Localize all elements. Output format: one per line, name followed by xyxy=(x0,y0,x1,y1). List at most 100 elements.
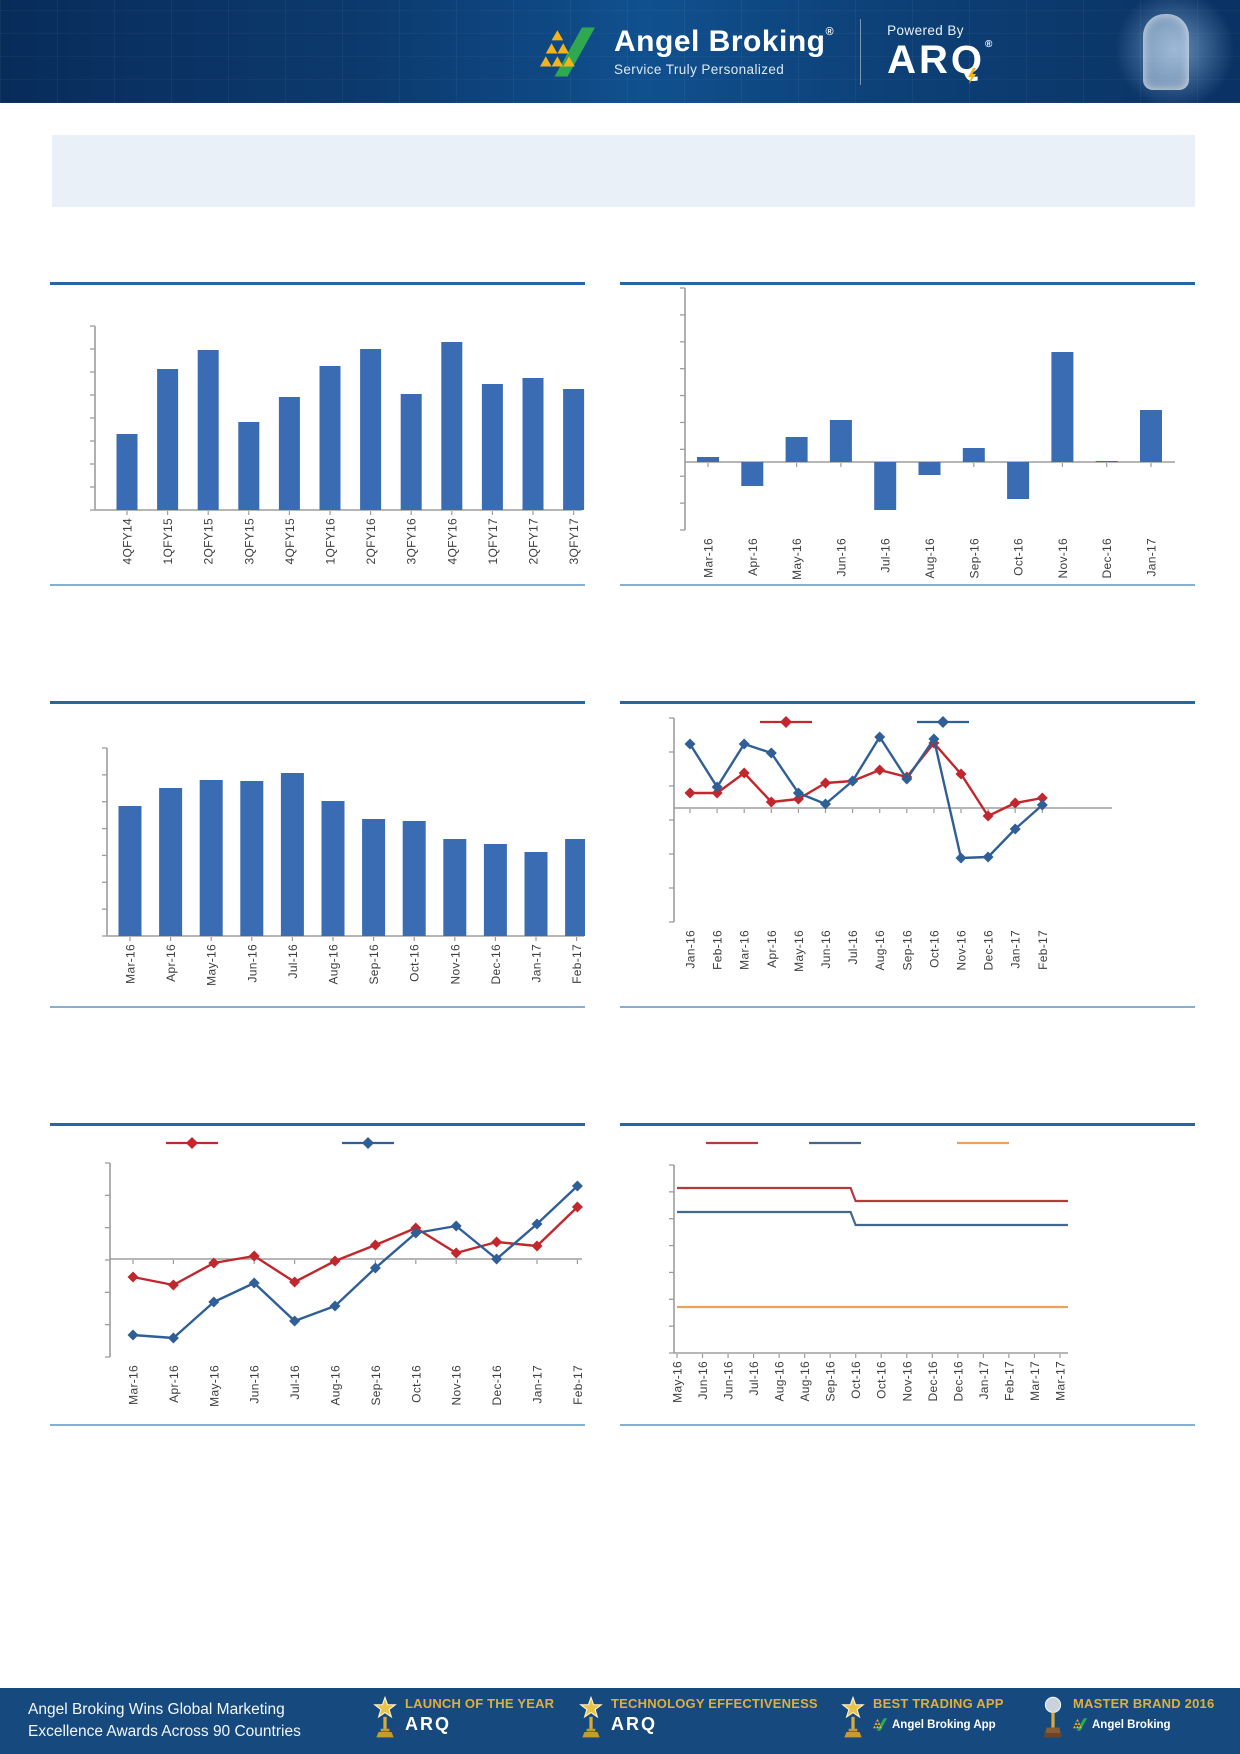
chart-panel-quarterly-bars: 4QFY14 1QFY15 2QFY15 3QFY15 4QFY15 1QFY16 2QFY… xyxy=(50,282,585,586)
chart-panel-monthly-change-bars: Mar-16 Apr-16 May-16 Jun-16 Jul-16 Aug-16 Sep-… xyxy=(620,282,1195,586)
trophy-icon xyxy=(840,1696,866,1742)
svg-text:Sep-16: Sep-16 xyxy=(367,944,381,985)
svg-text:Aug-16: Aug-16 xyxy=(798,1361,812,1402)
svg-text:3QFY15: 3QFY15 xyxy=(242,518,256,565)
chart-4-title xyxy=(620,709,1195,733)
step-series-1 xyxy=(677,1186,1068,1203)
svg-text:Aug-16: Aug-16 xyxy=(873,930,887,971)
award-subtitle-text: Angel Broking xyxy=(1092,1718,1171,1731)
chart-panel-step-lines: May-16 Jun-16 Jun-16 Jul-16 Aug-16 Aug-16 Sep-… xyxy=(620,1123,1195,1426)
footer-text-line2: Excellence Awards Across 90 Countries xyxy=(28,1723,301,1741)
svg-text:Jul-16: Jul-16 xyxy=(879,538,893,573)
svg-text:Mar-17: Mar-17 xyxy=(1028,1361,1042,1401)
plot-area xyxy=(669,1164,1068,1358)
svg-text:Jan-17: Jan-17 xyxy=(531,1365,545,1404)
svg-text:Oct-16: Oct-16 xyxy=(408,944,422,982)
svg-text:Jan-16: Jan-16 xyxy=(684,930,698,969)
header-divider xyxy=(860,18,862,85)
svg-text:Sep-16: Sep-16 xyxy=(967,538,981,579)
chart-2-title xyxy=(620,290,1195,314)
svg-text:May-16: May-16 xyxy=(205,944,219,986)
svg-text:Jan-17: Jan-17 xyxy=(1009,930,1023,969)
svg-text:3QFY17: 3QFY17 xyxy=(567,518,581,565)
footer: Angel Broking Wins Global Marketing Exce… xyxy=(0,1688,1240,1754)
arq-logo: ARQ® xyxy=(887,40,992,84)
svg-text:May-16: May-16 xyxy=(671,1361,685,1403)
award-best-trading-app: BEST TRADING APP Angel Broking App xyxy=(840,1696,1004,1742)
panel-bottom-separator xyxy=(50,584,585,586)
footer-text-line1: Angel Broking Wins Global Marketing xyxy=(28,1701,285,1718)
svg-text:Dec-16: Dec-16 xyxy=(982,930,996,971)
legend xyxy=(166,1137,394,1149)
angel-broking-mini-logo-icon xyxy=(873,1718,888,1731)
svg-text:Jan-17: Jan-17 xyxy=(1145,538,1159,577)
award-subtitle-arq: ARQ xyxy=(611,1714,657,1734)
panel-top-rule xyxy=(50,1123,585,1126)
svg-text:Feb-17: Feb-17 xyxy=(1002,1361,1016,1401)
series-2 xyxy=(684,731,1048,864)
svg-text:1QFY15: 1QFY15 xyxy=(161,518,175,565)
brand-text: Angel Broking xyxy=(614,24,826,58)
panel-top-rule xyxy=(620,282,1195,285)
svg-text:Aug-16: Aug-16 xyxy=(329,1365,343,1406)
svg-text:1QFY17: 1QFY17 xyxy=(486,518,500,565)
svg-text:Jul-16: Jul-16 xyxy=(288,1365,302,1400)
svg-text:Jun-16: Jun-16 xyxy=(834,538,848,577)
svg-text:Sep-16: Sep-16 xyxy=(369,1365,383,1406)
chart-panel-monthly-level-bars: Mar-16 Apr-16 May-16 Jun-16 Jul-16 Aug-16 Sep-… xyxy=(50,701,585,1008)
award-technology-effectiveness: TECHNOLOGY EFFECTIVENESS ARQ xyxy=(578,1696,818,1742)
bars xyxy=(118,773,585,936)
brand-registered-mark: ® xyxy=(825,25,835,38)
plot-area xyxy=(105,1162,582,1358)
step-series-2 xyxy=(677,1210,1068,1227)
chart-monthly-level-bars: Mar-16 Apr-16 May-16 Jun-16 Jul-16 Aug-16 Sep-… xyxy=(102,747,585,986)
chart-two-series-line: Jan-16 Feb-16 Mar-16 Apr-16 May-16 Jun-16 Jul-… xyxy=(669,716,1112,972)
brand-tagline: Service Truly Personalized xyxy=(614,61,785,77)
series-1 xyxy=(127,1201,583,1291)
header-face-image xyxy=(1095,0,1240,103)
svg-text:2QFY17: 2QFY17 xyxy=(527,518,541,565)
powered-by-label: Powered By xyxy=(887,23,964,38)
svg-text:Aug-16: Aug-16 xyxy=(773,1361,787,1402)
chart-6-title xyxy=(620,1131,1195,1155)
award-subtitle-app: Angel Broking xyxy=(1073,1718,1214,1731)
svg-text:Oct-16: Oct-16 xyxy=(1012,538,1026,576)
chart-1-title xyxy=(50,290,585,314)
brand-block: Angel Broking® Service Truly Personalize… xyxy=(614,24,835,77)
panel-top-rule xyxy=(50,282,585,285)
svg-text:Dec-16: Dec-16 xyxy=(489,944,503,985)
svg-text:Jul-16: Jul-16 xyxy=(286,944,300,979)
svg-text:Nov-16: Nov-16 xyxy=(450,1365,464,1406)
angel-broking-mini-logo-icon xyxy=(1073,1718,1088,1731)
svg-text:Sep-16: Sep-16 xyxy=(900,930,914,971)
panel-top-rule xyxy=(620,1123,1195,1126)
globe-trophy-icon xyxy=(1040,1696,1066,1742)
svg-text:4QFY15: 4QFY15 xyxy=(283,518,297,565)
svg-text:Feb-17: Feb-17 xyxy=(1036,930,1050,970)
svg-text:Aug-16: Aug-16 xyxy=(327,944,341,985)
svg-text:Nov-16: Nov-16 xyxy=(955,930,969,971)
svg-text:Mar-16: Mar-16 xyxy=(738,930,752,970)
panel-bottom-separator xyxy=(620,584,1195,586)
panel-bottom-separator xyxy=(620,1006,1195,1008)
x-axis-labels: Mar-16 Apr-16 May-16 Jun-16 Jul-16 Aug-16 Sep-… xyxy=(124,944,585,986)
svg-text:3QFY16: 3QFY16 xyxy=(405,518,419,565)
chart-quarterly-bars: 4QFY14 1QFY15 2QFY15 3QFY15 4QFY15 1QFY16 2QFY… xyxy=(90,325,585,565)
svg-text:May-16: May-16 xyxy=(207,1365,221,1407)
header-background-pattern xyxy=(0,0,1240,103)
svg-text:Dec-16: Dec-16 xyxy=(926,1361,940,1402)
svg-text:Jan-17: Jan-17 xyxy=(977,1361,991,1400)
svg-text:Apr-16: Apr-16 xyxy=(167,1365,181,1403)
svg-text:4QFY16: 4QFY16 xyxy=(445,518,459,565)
svg-text:2QFY15: 2QFY15 xyxy=(202,518,216,565)
svg-text:Feb-17: Feb-17 xyxy=(570,944,584,984)
svg-text:May-16: May-16 xyxy=(790,538,804,580)
svg-text:Jul-16: Jul-16 xyxy=(747,1361,761,1396)
panel-top-rule xyxy=(620,701,1195,704)
bars xyxy=(116,342,585,510)
arq-bolt-icon xyxy=(968,68,977,84)
award-title: LAUNCH OF THE YEAR xyxy=(405,1696,555,1711)
award-subtitle-text: Angel Broking App xyxy=(892,1718,996,1731)
chart-panel-two-series-line-rising: Mar-16 Apr-16 May-16 Jun-16 Jul-16 Aug-16 Sep-… xyxy=(50,1123,585,1426)
